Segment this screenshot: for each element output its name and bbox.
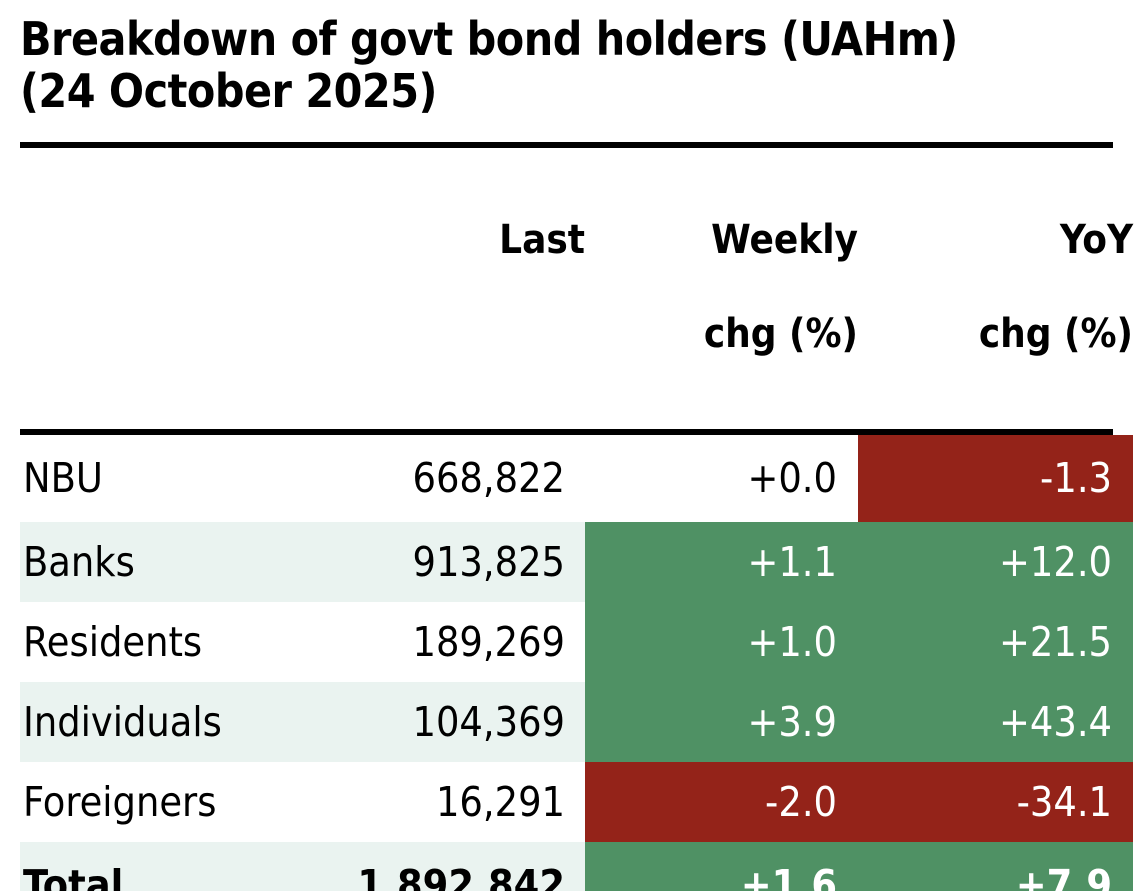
yoy-chg-value: +12.0 xyxy=(858,521,1133,602)
weekly-chg-value: +1.6 xyxy=(585,841,858,891)
yoy-chg-value: +7.9 xyxy=(858,841,1133,891)
header-divider xyxy=(20,428,1113,435)
row-label: Banks xyxy=(23,537,135,586)
table-row-nbu: NBU 668,822 +0.0 -1.3 xyxy=(20,434,1133,522)
table-row-banks: Banks 913,825 +1.1 +12.0 xyxy=(20,521,1133,602)
weekly-chg-value: +1.1 xyxy=(585,521,858,602)
last-value: 668,822 xyxy=(412,454,566,503)
last-value: 104,369 xyxy=(412,697,566,746)
figure-title-line1: Breakdown of govt bond holders (UAHm) xyxy=(20,12,958,66)
table-row-residents: Residents 189,269 +1.0 +21.5 xyxy=(20,601,1133,682)
row-label: Total xyxy=(23,861,124,891)
column-header-last-label: Last xyxy=(499,216,585,263)
column-header-yoy-chg: YoY chg (%) xyxy=(978,216,1133,357)
report-figure: Breakdown of govt bond holders (UAHm) (2… xyxy=(20,0,1133,891)
table-row-individuals: Individuals 104,369 +3.9 +43.4 xyxy=(20,681,1133,762)
column-header-weekly-chg: Weekly chg (%) xyxy=(703,216,858,357)
column-header-last: Last xyxy=(20,170,585,405)
yoy-chg-value: +43.4 xyxy=(858,681,1133,762)
table-header-row: Last Weekly chg (%) YoY chg (%) xyxy=(20,148,1133,429)
table-row-foreigners: Foreigners 16,291 -2.0 -34.1 xyxy=(20,761,1133,842)
weekly-chg-value: +1.0 xyxy=(585,601,858,682)
table-row-total: Total 1,892,842 +1.6 +7.9 xyxy=(20,841,1133,891)
figure-title-line2: (24 October 2025) xyxy=(20,63,437,118)
row-label: NBU xyxy=(23,454,103,503)
last-value: 16,291 xyxy=(435,777,565,826)
row-label: Residents xyxy=(23,617,203,666)
yoy-chg-value: -1.3 xyxy=(858,434,1133,522)
table-body: NBU 668,822 +0.0 -1.3 Banks 913,825 +1.1… xyxy=(20,434,1133,891)
row-label: Foreigners xyxy=(23,777,217,826)
title-divider xyxy=(20,141,1113,148)
last-value: 1,892,842 xyxy=(357,861,565,891)
weekly-chg-value: +0.0 xyxy=(747,454,837,503)
row-label: Individuals xyxy=(23,697,222,746)
yoy-chg-value: +21.5 xyxy=(858,601,1133,682)
last-value: 189,269 xyxy=(412,617,566,666)
last-value: 913,825 xyxy=(412,537,566,586)
weekly-chg-value: +3.9 xyxy=(585,681,858,762)
weekly-chg-value: -2.0 xyxy=(585,761,858,842)
yoy-chg-value: -34.1 xyxy=(858,761,1133,842)
figure-title: Breakdown of govt bond holders (UAHm) (2… xyxy=(20,12,1113,118)
